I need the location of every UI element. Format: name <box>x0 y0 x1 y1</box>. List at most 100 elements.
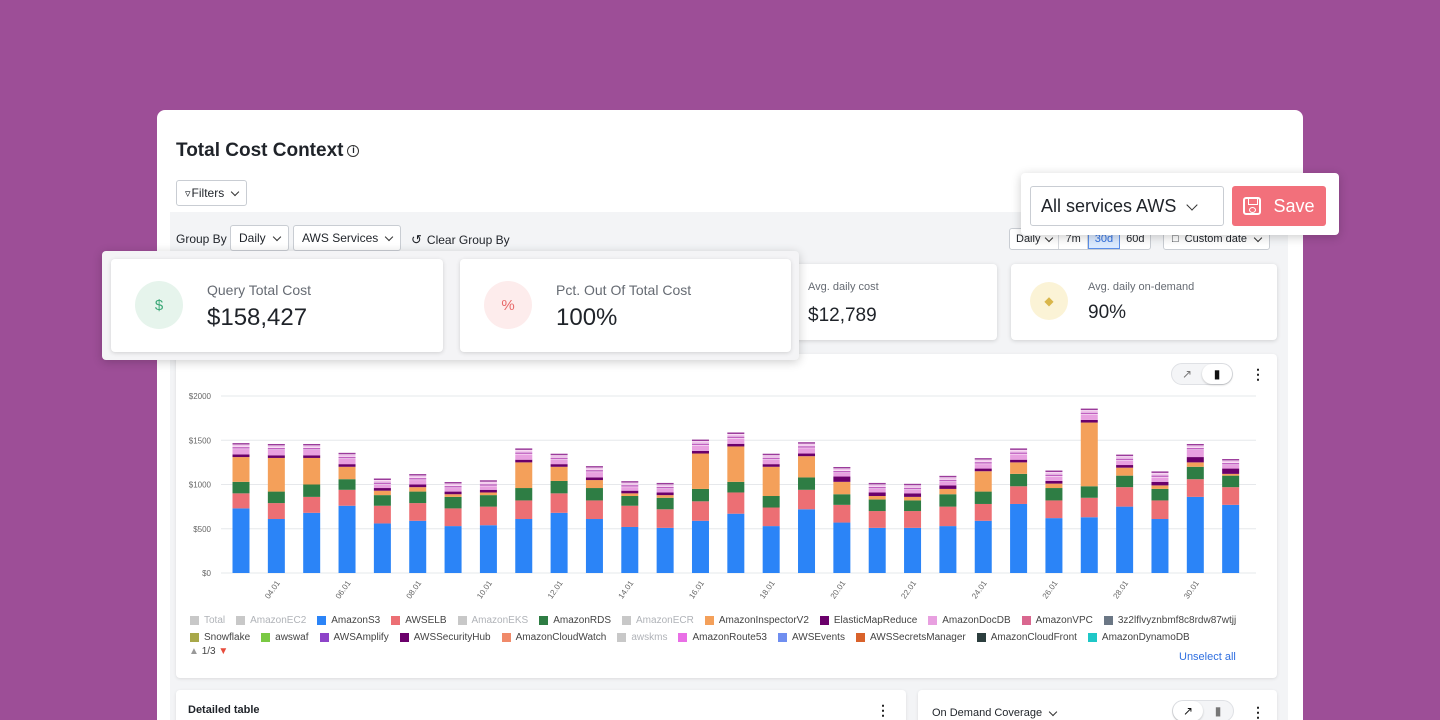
bar-segment[interactable] <box>585 519 603 573</box>
bar-segment[interactable] <box>798 477 816 490</box>
bar-segment[interactable] <box>621 496 639 506</box>
bar-segment[interactable] <box>727 446 745 482</box>
bar-segment[interactable] <box>1116 475 1134 488</box>
bar-segment[interactable] <box>833 494 851 505</box>
bar-segment[interactable] <box>904 500 922 512</box>
bar-segment[interactable] <box>1186 462 1204 467</box>
legend-item[interactable]: AmazonVPC <box>1021 615 1093 626</box>
bar-segment[interactable] <box>904 527 922 573</box>
bar-segment[interactable] <box>585 500 603 520</box>
bar-segment[interactable] <box>939 485 957 489</box>
bar-segment[interactable] <box>727 492 745 514</box>
bar-segment[interactable] <box>868 499 886 512</box>
bar-segment[interactable] <box>479 525 497 573</box>
bar-segment[interactable] <box>409 503 427 521</box>
bar-segment[interactable] <box>691 450 709 454</box>
bar-segment[interactable] <box>1010 454 1028 460</box>
bar-segment[interactable] <box>303 449 321 456</box>
bar-segment[interactable] <box>515 488 533 501</box>
bar-segment[interactable] <box>1186 466 1204 480</box>
bar-segment[interactable] <box>1222 465 1240 469</box>
bar-segment[interactable] <box>479 492 497 496</box>
bar-segment[interactable] <box>444 508 462 527</box>
bar-segment[interactable] <box>479 489 497 493</box>
bar-segment[interactable] <box>621 487 639 491</box>
legend-item[interactable]: 3z2lflvyznbmf8c8rdw87wtjj <box>1103 615 1236 626</box>
bar-segment[interactable] <box>1010 462 1028 474</box>
bar-segment[interactable] <box>1045 488 1063 501</box>
bar-segment[interactable] <box>1080 422 1098 487</box>
bar-segment[interactable] <box>338 466 356 480</box>
bar-segment[interactable] <box>833 481 851 495</box>
bar-segment[interactable] <box>762 507 780 527</box>
bar-segment[interactable] <box>479 486 497 490</box>
bar-segment[interactable] <box>1186 479 1204 497</box>
bar-segment[interactable] <box>409 491 427 504</box>
bar-segment[interactable] <box>727 481 745 493</box>
bar-segment[interactable] <box>373 488 391 491</box>
bar-segment[interactable] <box>762 466 780 497</box>
bar-segment[interactable] <box>798 448 816 454</box>
bar-segment[interactable] <box>444 494 462 497</box>
bar-segment[interactable] <box>1045 518 1063 573</box>
bar-segment[interactable] <box>373 523 391 573</box>
bar-segment[interactable] <box>550 512 568 573</box>
bar-segment[interactable] <box>904 489 922 494</box>
legend-item[interactable]: AmazonS3 <box>317 615 380 626</box>
legend-item[interactable]: AmazonCloudWatch <box>501 632 606 643</box>
bar-segment[interactable] <box>1186 496 1204 573</box>
chart-menu-icon[interactable]: ⋮ <box>1251 366 1265 382</box>
bar-segment[interactable] <box>373 484 391 489</box>
bar-segment[interactable] <box>1116 460 1134 466</box>
bar-segment[interactable] <box>550 459 568 465</box>
bar-segment[interactable] <box>444 491 462 495</box>
bar-segment[interactable] <box>267 491 285 504</box>
bar-segment[interactable] <box>868 496 886 500</box>
legend-item[interactable]: Snowflake <box>190 632 250 643</box>
bar-segment[interactable] <box>656 497 674 510</box>
bar-segment[interactable] <box>585 488 603 501</box>
bar-segment[interactable] <box>1080 517 1098 573</box>
legend-item[interactable]: AmazonEC2 <box>236 615 306 626</box>
legend-item[interactable]: AWSAmplify <box>319 632 389 643</box>
coverage-menu-icon[interactable]: ⋮ <box>1251 704 1265 720</box>
bar-segment[interactable] <box>656 492 674 496</box>
bar-segment[interactable] <box>303 496 321 513</box>
bar-segment[interactable] <box>939 526 957 573</box>
range-7m[interactable]: 7m <box>1059 229 1088 249</box>
legend-item[interactable]: awswaf <box>261 632 309 643</box>
bar-segment[interactable] <box>1010 473 1028 487</box>
bar-segment[interactable] <box>1151 481 1169 486</box>
legend-item[interactable]: AWSELB <box>391 615 447 626</box>
bar-segment[interactable] <box>1080 486 1098 498</box>
legend-item[interactable]: AmazonRDS <box>539 615 611 626</box>
bar-segment[interactable] <box>373 490 391 496</box>
bar-segment[interactable] <box>338 489 356 506</box>
bar-segment[interactable] <box>1080 497 1098 518</box>
bar-segment[interactable] <box>1222 475 1240 488</box>
bar-segment[interactable] <box>656 527 674 573</box>
service-select[interactable]: All services AWS <box>1030 186 1224 226</box>
bar-chart-icon[interactable]: ▮ <box>1202 364 1232 384</box>
bar-segment[interactable] <box>1186 457 1204 463</box>
bar-segment[interactable] <box>232 481 250 494</box>
bar-segment[interactable] <box>621 526 639 573</box>
bar-segment[interactable] <box>727 513 745 573</box>
bar-segment[interactable] <box>1151 485 1169 489</box>
bar-segment[interactable] <box>1010 486 1028 504</box>
bar-segment[interactable] <box>974 471 992 492</box>
bar-segment[interactable] <box>798 456 816 478</box>
bar-segment[interactable] <box>691 501 709 521</box>
bar-segment[interactable] <box>232 457 250 482</box>
bar-segment[interactable] <box>621 493 639 497</box>
bar-segment[interactable] <box>1116 487 1134 507</box>
bar-segment[interactable] <box>303 484 321 497</box>
bar-segment[interactable] <box>656 495 674 498</box>
bar-segment[interactable] <box>762 464 780 467</box>
legend-item[interactable]: Total <box>190 615 225 626</box>
legend-item[interactable]: awskms <box>617 632 667 643</box>
bar-segment[interactable] <box>267 503 285 520</box>
legend-item[interactable]: AmazonDocDB <box>928 615 1011 626</box>
filters-button[interactable]: ▿ Filters <box>176 180 248 206</box>
bar-segment[interactable] <box>479 506 497 526</box>
